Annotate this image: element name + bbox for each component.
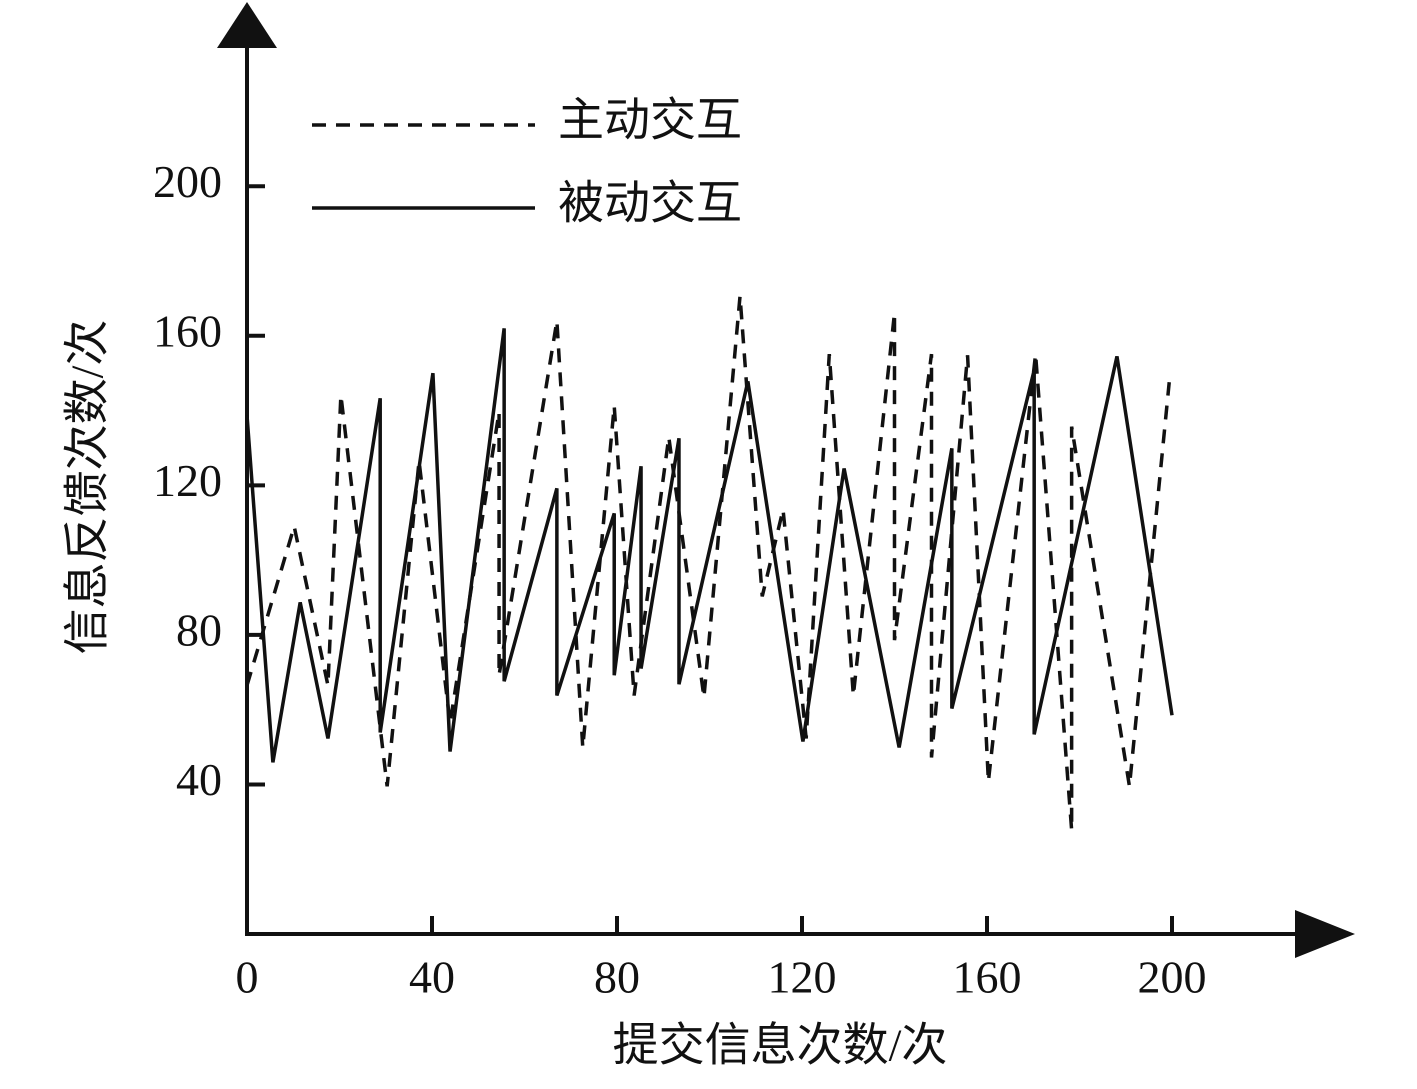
legend-label: 被动交互 [558, 178, 742, 229]
x-tick-label: 120 [768, 952, 837, 1003]
y-tick-label: 200 [153, 156, 222, 207]
y-tick-label: 160 [153, 305, 222, 356]
x-axis-label: 提交信息次数/次 [613, 1020, 948, 1071]
x-tick-label: 160 [953, 952, 1022, 1003]
y-axis-arrow [217, 2, 277, 48]
y-tick-label: 80 [176, 604, 222, 655]
data-line [245, 328, 1174, 763]
x-tick-label: 40 [409, 952, 455, 1003]
y-axis-label: 信息反馈次数/次 [62, 320, 113, 655]
legend-label: 主动交互 [558, 95, 742, 146]
x-tick-label: 80 [594, 952, 640, 1003]
y-tick-label: 120 [153, 455, 222, 506]
x-tick-label: 200 [1138, 952, 1207, 1003]
x-tick-label: 0 [236, 952, 259, 1003]
x-axis-arrow [1295, 910, 1355, 958]
y-tick-label: 40 [176, 754, 222, 805]
